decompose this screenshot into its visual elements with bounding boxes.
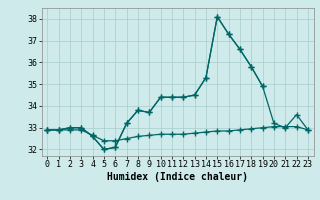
X-axis label: Humidex (Indice chaleur): Humidex (Indice chaleur) — [107, 172, 248, 182]
